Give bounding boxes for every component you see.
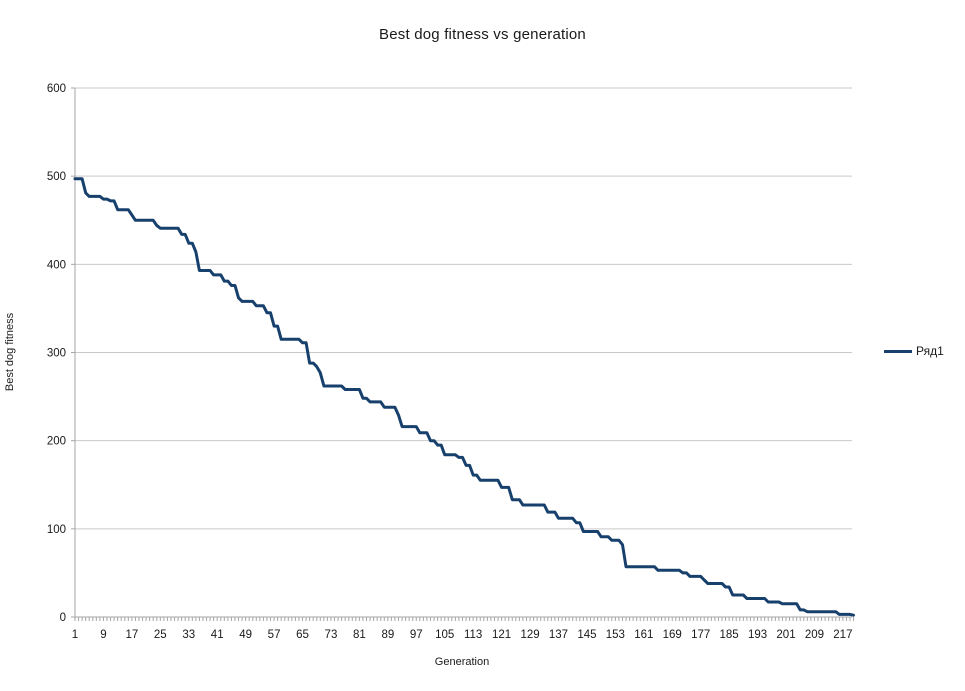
- x-tick-label-177: 177: [691, 629, 710, 641]
- legend-series-line-icon: [884, 349, 912, 353]
- x-tick-label-209: 209: [805, 629, 824, 641]
- x-tick-label-97: 97: [410, 629, 423, 641]
- x-tick-label-57: 57: [268, 629, 281, 641]
- x-tick-label-201: 201: [776, 629, 795, 641]
- x-tick-label-105: 105: [435, 629, 454, 641]
- x-tick-label-161: 161: [634, 629, 653, 641]
- x-tick-label-121: 121: [492, 629, 511, 641]
- y-tick-label-300: 300: [47, 348, 66, 360]
- x-tick-label-137: 137: [549, 629, 568, 641]
- x-tick-label-49: 49: [239, 629, 252, 641]
- y-tick-label-600: 600: [47, 83, 66, 95]
- x-tick-label-217: 217: [833, 629, 852, 641]
- x-tick-label-25: 25: [154, 629, 167, 641]
- x-tick-label-193: 193: [748, 629, 767, 641]
- x-tick-label-9: 9: [100, 629, 106, 641]
- x-tick-label-89: 89: [381, 629, 394, 641]
- x-tick-label-41: 41: [211, 629, 224, 641]
- legend[interactable]: Ряд1: [884, 344, 944, 358]
- x-tick-label-65: 65: [296, 629, 309, 641]
- yaxis-title: Best dog fitness: [4, 312, 16, 392]
- x-tick-label-129: 129: [520, 629, 539, 641]
- x-tick-label-17: 17: [125, 629, 138, 641]
- x-tick-label-73: 73: [325, 629, 338, 641]
- chart-title: Best dog fitness vs generation: [379, 26, 586, 43]
- x-tick-label-145: 145: [577, 629, 596, 641]
- x-tick-label-1: 1: [72, 629, 78, 641]
- xaxis-title: Generation: [434, 656, 490, 668]
- y-tick-label-500: 500: [47, 171, 66, 183]
- y-tick-label-100: 100: [47, 524, 66, 536]
- series-line-ryad1: [73, 177, 855, 617]
- x-tick-label-185: 185: [720, 629, 739, 641]
- x-tick-label-33: 33: [182, 629, 195, 641]
- x-tick-label-169: 169: [663, 629, 682, 641]
- y-tick-label-400: 400: [47, 259, 66, 271]
- x-tick-label-81: 81: [353, 629, 366, 641]
- x-tick-label-113: 113: [464, 629, 482, 641]
- legend-series-label: Ряд1: [916, 344, 944, 358]
- y-tick-label-200: 200: [47, 436, 66, 448]
- y-tick-label-0: 0: [60, 612, 66, 624]
- x-tick-label-153: 153: [606, 629, 625, 641]
